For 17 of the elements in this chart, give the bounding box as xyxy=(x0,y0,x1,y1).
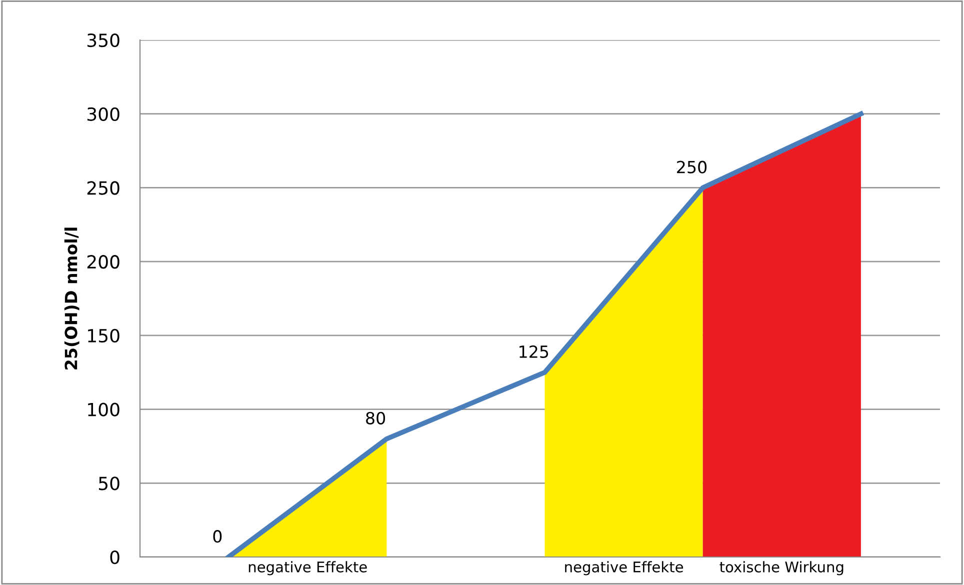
y-tick-label: 350 xyxy=(87,33,120,48)
y-tick-label: 100 xyxy=(88,402,120,416)
data-label: 80 xyxy=(366,412,386,424)
series-label: negative Effekte xyxy=(248,561,367,576)
y-tick-label: 300 xyxy=(87,107,120,121)
data-label: 250 xyxy=(677,160,707,174)
line-series xyxy=(226,111,864,557)
y-tick-label: 0 xyxy=(110,550,120,564)
series-label: toxische Wirkung xyxy=(720,561,844,576)
data-label: 0 xyxy=(213,530,222,543)
series-label: negative Effekte xyxy=(565,561,684,576)
data-label: 125 xyxy=(520,345,548,358)
y-tick-label: 200 xyxy=(87,255,120,269)
y-tick-label: 250 xyxy=(87,181,120,195)
y-tick-label: 150 xyxy=(88,328,120,343)
y-tick-label: 50 xyxy=(98,476,120,490)
y-axis-title: 25(OH)D nmol/l xyxy=(64,228,80,370)
